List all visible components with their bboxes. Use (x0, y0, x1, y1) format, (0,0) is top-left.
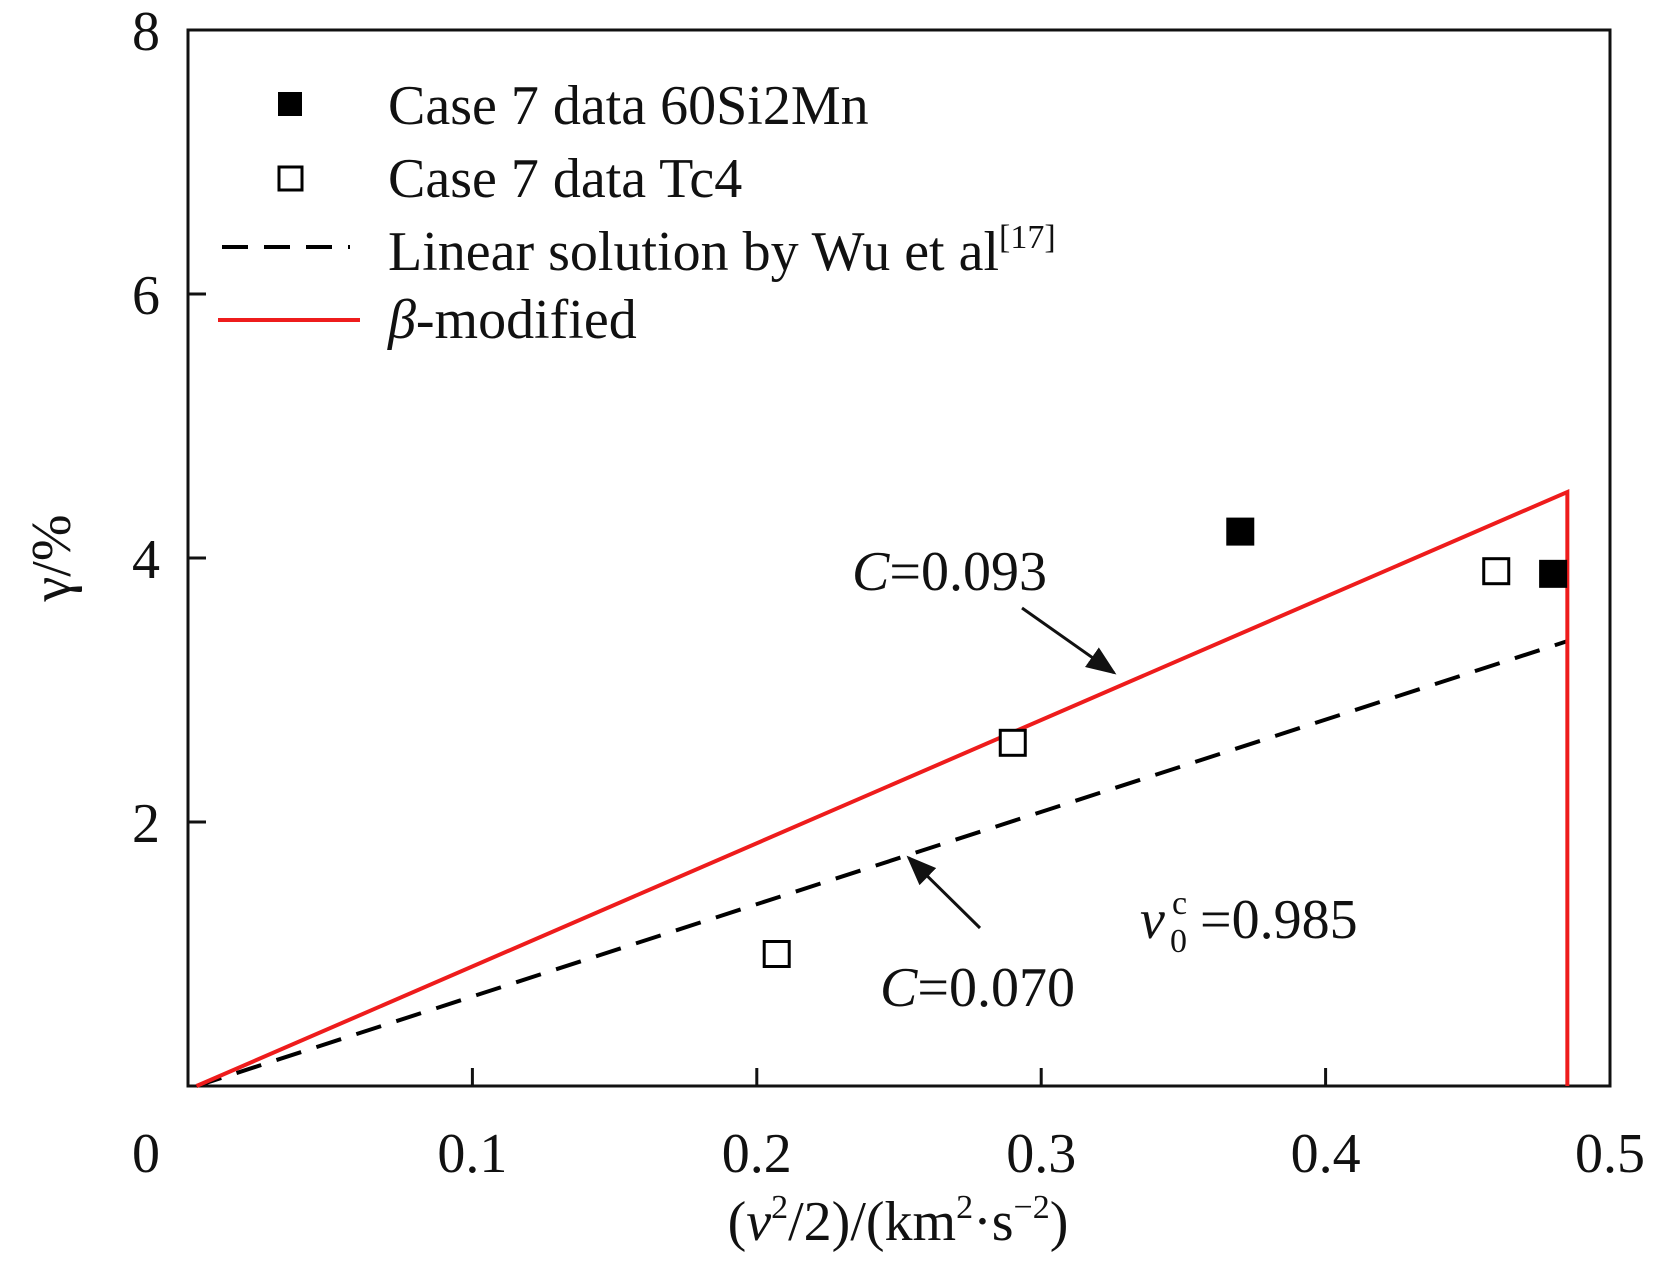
series-line-linear-solution (195, 639, 1568, 1088)
annotation-c-093-var: C (852, 541, 890, 603)
legend-label-linear-solution: Linear solution by Wu et al[17] (388, 219, 1056, 283)
annotation-arrow-070 (906, 855, 982, 930)
annotations: C=0.093 C=0.070 v c 0 =0.985 (852, 541, 1358, 1019)
x-tick-label: 0.3 (1006, 1123, 1076, 1185)
series-lines (195, 488, 1570, 1088)
annotation-arrow-093 (1021, 606, 1117, 675)
series-points (762, 517, 1568, 968)
data-point-tc4 (998, 728, 1027, 757)
annotation-c-070: C=0.070 (880, 957, 1075, 1019)
x-axis-title-open: ( (728, 1191, 747, 1253)
x-tick-label: 0.5 (1575, 1123, 1645, 1185)
y-axis-ticks: 2 4 6 8 (132, 1, 206, 855)
data-point-tc4 (1482, 557, 1511, 586)
x-axis-title-mid: /2)/(km (788, 1191, 956, 1253)
legend-label-beta-symbol: β (387, 289, 416, 351)
legend-label-beta-text: -modified (416, 289, 637, 351)
annotation-c-070-value: =0.070 (917, 957, 1075, 1019)
y-tick-label: 6 (132, 265, 160, 327)
data-point-60si2mn (1226, 517, 1255, 546)
data-point-60si2mn (1539, 559, 1568, 588)
x-axis-title: (v2/2)/(km2·s−2) (728, 1189, 1069, 1253)
legend-marker-open-square (277, 165, 304, 192)
x-tick-label: 0.1 (437, 1123, 507, 1185)
legend-label-beta-modified: β-modified (387, 289, 637, 351)
annotation-v0c-sub: 0 (1170, 923, 1187, 960)
y-tick-label: 8 (132, 1, 160, 63)
x-axis-ticks: 0 0.1 0.2 0.3 0.4 0.5 (132, 1068, 1645, 1185)
x-tick-label: 0.4 (1291, 1123, 1361, 1185)
data-point-tc4 (762, 940, 791, 968)
annotation-v0c-sup: c (1172, 885, 1187, 922)
legend-label-linear-solution-ref: [17] (999, 219, 1056, 256)
annotation-c-070-var: C (880, 957, 918, 1019)
y-axis-title: γ/% (21, 515, 83, 603)
legend: Case 7 data 60Si2Mn Case 7 data Tc4 Line… (218, 75, 1056, 351)
x-axis-title-km-exp: 2 (956, 1189, 973, 1226)
x-tick-label: 0.2 (722, 1123, 792, 1185)
annotation-c-093: C=0.093 (852, 541, 1047, 603)
annotation-c-093-value: =0.093 (889, 541, 1047, 603)
legend-label-tc4: Case 7 data Tc4 (388, 148, 742, 210)
legend-label-linear-solution-text: Linear solution by Wu et al (388, 221, 999, 283)
x-axis-title-close: ) (1050, 1191, 1069, 1253)
annotation-v0c-value: =0.985 (1200, 889, 1358, 951)
legend-label-60si2mn: Case 7 data 60Si2Mn (388, 75, 869, 137)
x-axis-title-s-exp: −2 (1014, 1189, 1050, 1226)
y-tick-label: 2 (132, 793, 160, 855)
annotation-v0c: v (1140, 889, 1165, 951)
x-axis-title-v-exp: 2 (771, 1189, 788, 1226)
legend-marker-filled-square (278, 92, 302, 116)
y-tick-label: 4 (132, 529, 160, 591)
annotation-v0c-var: v (1140, 889, 1165, 951)
series-line-beta-modified (195, 488, 1570, 1088)
x-axis-title-v: v (746, 1191, 771, 1253)
x-axis-title-dot-s: ·s (973, 1191, 1013, 1253)
x-tick-label: 0 (132, 1123, 160, 1185)
